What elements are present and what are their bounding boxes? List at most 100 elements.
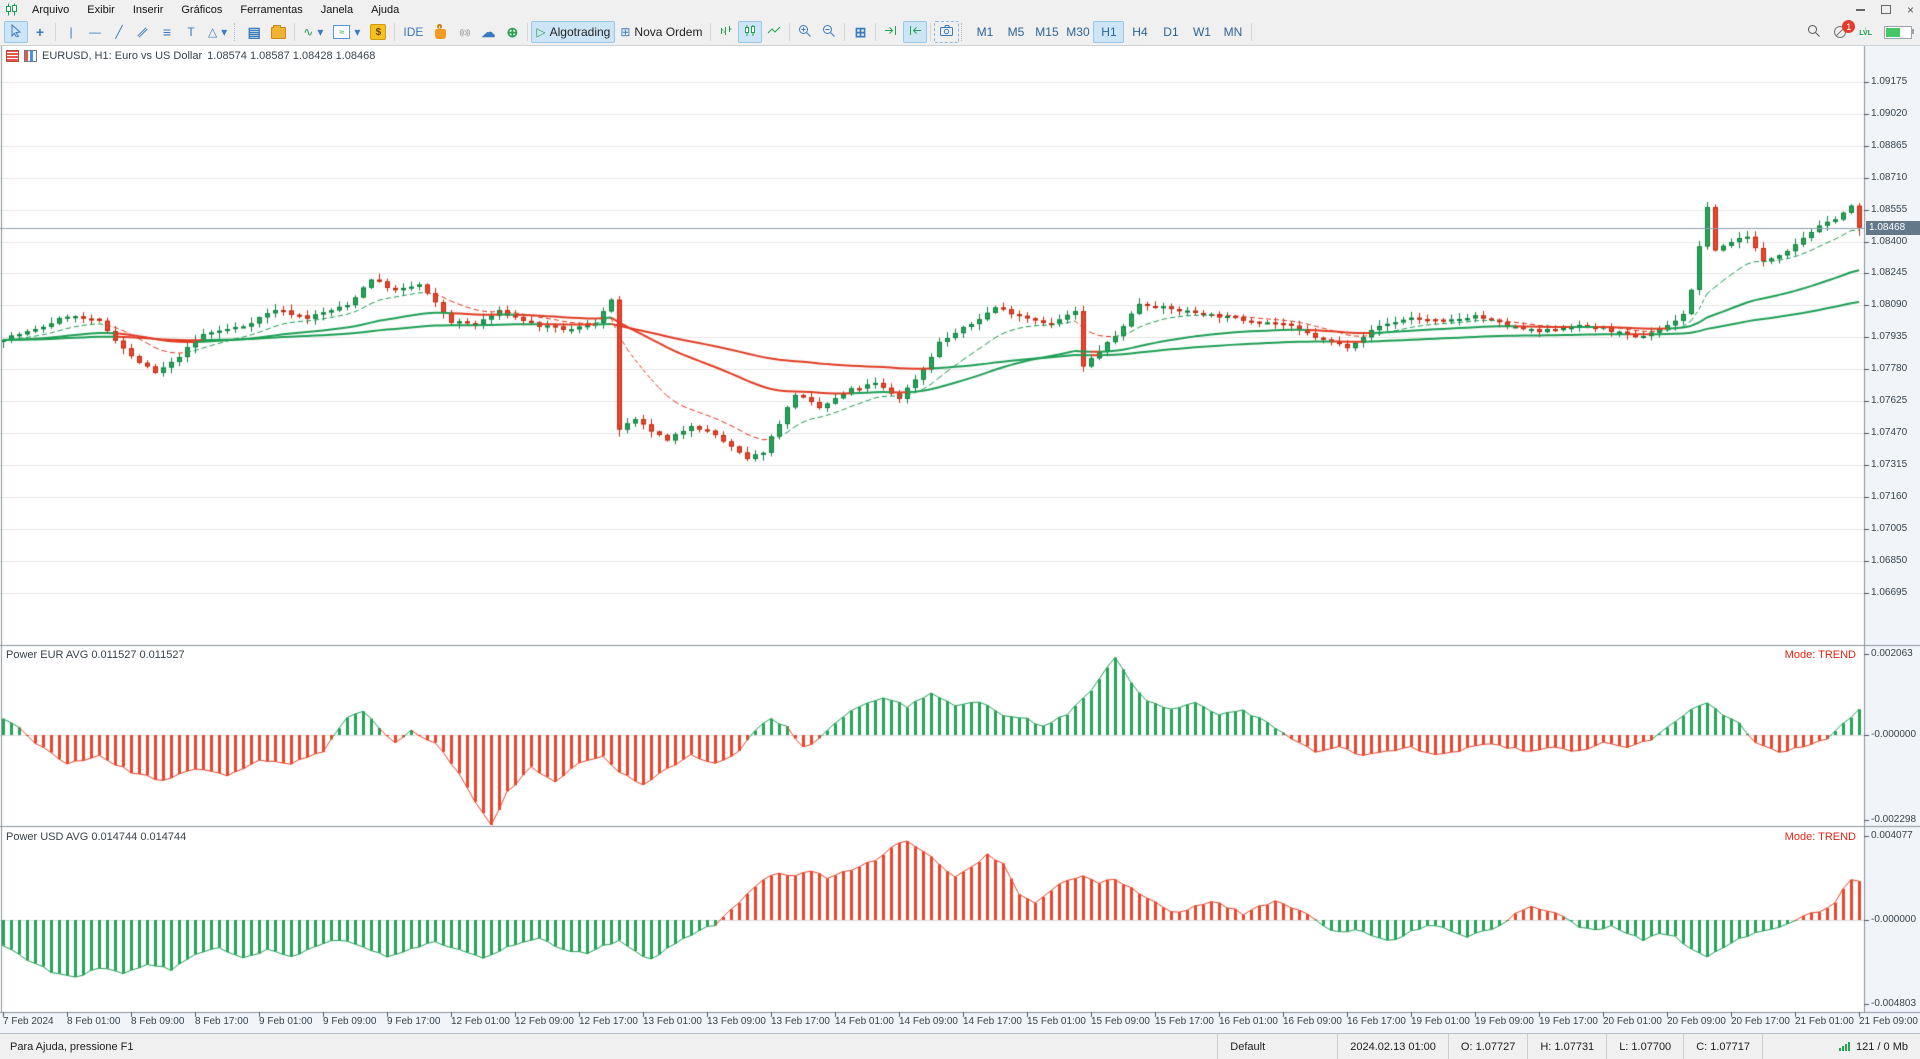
chart-title-ohlc: 1.08574 1.08587 1.08428 1.08468 [207, 50, 376, 62]
time-axis-label: 8 Feb 09:00 [131, 1016, 185, 1027]
channel-tool-button[interactable]: ∥ [131, 21, 155, 43]
shapes-tool-button[interactable]: △ ▾ [203, 21, 232, 43]
line-style-icon: ∿ [303, 25, 314, 39]
crosshair-tool-button[interactable]: + [28, 21, 52, 43]
time-axis-label: 15 Feb 17:00 [1155, 1016, 1214, 1027]
timeframe-m1-button[interactable]: M1 [969, 21, 1000, 43]
menu-bar: Arquivo Exibir Inserir Gráficos Ferramen… [0, 0, 1920, 19]
minimize-button[interactable] [1855, 8, 1865, 11]
price-chart-canvas[interactable] [0, 46, 1920, 1033]
time-axis-label: 14 Feb 09:00 [899, 1016, 958, 1027]
zoom-out-button[interactable] [817, 21, 841, 43]
notifications-button[interactable]: 1 [1833, 20, 1856, 39]
market-button[interactable] [428, 21, 452, 43]
time-axis-label: 20 Feb 17:00 [1731, 1016, 1790, 1027]
restore-button[interactable] [1880, 3, 1894, 14]
profiles-button[interactable] [266, 21, 291, 43]
auto-shift-icon [908, 24, 922, 40]
open-cell: O: 1.07727 [1447, 1034, 1527, 1059]
help-hint: Para Ajuda, pressione F1 [10, 1040, 134, 1053]
price-axis-label: 1.06850 [1871, 554, 1908, 566]
candle-chart-type-button[interactable] [738, 21, 763, 43]
new-chart-button[interactable]: ▤ [242, 21, 266, 43]
time-axis-label: 13 Feb 17:00 [771, 1016, 830, 1027]
horizontal-line-tool-button[interactable]: — [83, 21, 107, 43]
search-button[interactable] [1807, 24, 1821, 41]
new-order-icon: ⊞ [620, 25, 631, 39]
toolbar: + | — ╱ ∥ ≡ T △ ▾ ▤ ∿ ▾ ≈ ▾ $ IDE ((o)) ☁ ⊕… [0, 19, 1920, 46]
algotrading-button[interactable]: ▷ Algotrading [531, 21, 616, 43]
close-button[interactable]: × [1906, 2, 1914, 17]
price-axis-label: 1.07780 [1871, 363, 1908, 375]
candles-icon [743, 24, 757, 40]
zoom-in-button[interactable] [793, 21, 817, 43]
time-axis-label: 21 Feb 09:00 [1859, 1016, 1918, 1027]
time-axis-label: 12 Feb 17:00 [579, 1016, 638, 1027]
time-axis-label: 14 Feb 17:00 [963, 1016, 1022, 1027]
new-order-button[interactable]: ⊞ Nova Ordem [615, 21, 707, 43]
bar-time-cell: 2024.02.13 01:00 [1337, 1034, 1448, 1059]
trendline-tool-button[interactable]: ╱ [107, 21, 131, 43]
menu-janela[interactable]: Janela [320, 3, 354, 16]
timeframe-w1-button[interactable]: W1 [1186, 21, 1217, 43]
timeframe-d1-button[interactable]: D1 [1155, 21, 1186, 43]
time-axis-label: 7 Feb 2024 [3, 1016, 54, 1027]
signals-button[interactable]: ((o)) [452, 21, 476, 43]
price-axis-label: 1.09020 [1871, 107, 1908, 119]
line-chart-icon [767, 24, 781, 40]
time-axis-label: 19 Feb 17:00 [1539, 1016, 1598, 1027]
time-axis-label: 16 Feb 09:00 [1283, 1016, 1342, 1027]
level-up-button[interactable]: ↑ LVL [1859, 27, 1872, 37]
timeframe-m15-button[interactable]: M15 [1031, 21, 1062, 43]
screenshot-button[interactable] [934, 21, 960, 43]
tile-windows-icon: ⊞ [854, 23, 867, 40]
tile-windows-button[interactable]: ⊞ [848, 21, 872, 43]
ide-button[interactable]: IDE [398, 21, 428, 43]
timeframe-mn-button[interactable]: MN [1217, 21, 1248, 43]
time-axis-label: 9 Feb 01:00 [259, 1016, 313, 1027]
price-axis-label: 1.07005 [1871, 522, 1908, 534]
line-style-button[interactable]: ∿ ▾ [298, 21, 328, 43]
menu-ajuda[interactable]: Ajuda [371, 3, 400, 16]
time-axis-label: 20 Feb 01:00 [1603, 1016, 1662, 1027]
profile-cell[interactable]: Default [1217, 1034, 1337, 1059]
indicators-button[interactable]: ≈ ▾ [328, 21, 365, 43]
timeframe-h4-button[interactable]: H4 [1124, 21, 1155, 43]
play-icon: ▷ [536, 25, 546, 39]
price-axis-label: 1.09175 [1871, 76, 1908, 88]
line-chart-type-button[interactable] [762, 21, 786, 43]
shapes-icon: △ [208, 25, 218, 39]
cursor-tool-button[interactable] [4, 21, 28, 43]
shift-end-icon [884, 24, 898, 40]
text-tool-button[interactable]: T [179, 21, 203, 43]
one-click-trading-icon[interactable] [24, 50, 37, 62]
status-bar: Para Ajuda, pressione F1 Default 2024.02… [0, 1033, 1920, 1059]
timeframe-m30-button[interactable]: M30 [1062, 21, 1093, 43]
auto-shift-button[interactable] [903, 21, 928, 43]
shift-end-button[interactable] [879, 21, 903, 43]
bar-chart-icon [719, 24, 733, 40]
menu-ferramentas[interactable]: Ferramentas [240, 3, 303, 16]
menu-arquivo[interactable]: Arquivo [32, 3, 70, 16]
cloud-button[interactable]: ☁ [476, 21, 500, 43]
depth-of-market-icon[interactable] [6, 50, 19, 62]
chart-title-symbol: EURUSD, H1: Euro vs US Dollar [42, 50, 203, 62]
chart-title: EURUSD, H1: Euro vs US Dollar 1.08574 1.… [6, 50, 375, 62]
price-axis-label: 1.06695 [1871, 586, 1908, 598]
bar-chart-type-button[interactable] [714, 21, 738, 43]
timeframe-h1-button[interactable]: H1 [1093, 21, 1125, 43]
menu-graficos[interactable]: Gráficos [181, 3, 223, 16]
fibonacci-tool-button[interactable]: ≡ [155, 21, 179, 43]
time-axis-label: 9 Feb 09:00 [323, 1016, 377, 1027]
vertical-line-tool-button[interactable]: | [59, 21, 83, 43]
menu-inserir[interactable]: Inserir [132, 3, 164, 16]
menu-exibir[interactable]: Exibir [87, 3, 115, 16]
community-button[interactable]: ⊕ [500, 21, 524, 43]
indicators-icon: ≈ [333, 25, 351, 39]
price-axis-label: 1.07625 [1871, 395, 1908, 407]
time-axis-label: 16 Feb 01:00 [1219, 1016, 1278, 1027]
indicator2-mode-label: Mode: TREND [1784, 831, 1856, 843]
trendline-icon: ╱ [115, 25, 123, 39]
timeframe-m5-button[interactable]: M5 [1000, 21, 1031, 43]
symbols-button[interactable]: $ [365, 21, 391, 43]
